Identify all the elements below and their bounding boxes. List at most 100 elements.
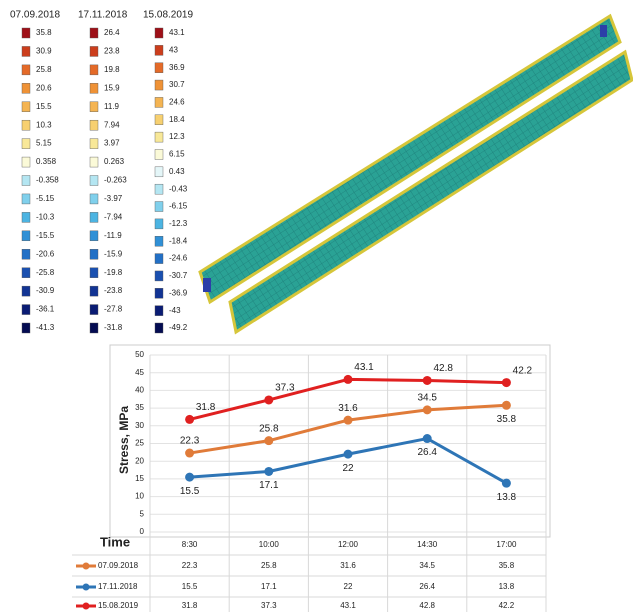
scale-label: 23.8 [104,47,120,56]
y-tick-label: 45 [135,368,144,377]
data-label: 15.5 [180,486,200,497]
table-header: 17:00 [496,540,517,549]
data-point [185,415,194,424]
scale-label: 15.9 [104,83,120,92]
scale-swatch [90,102,98,112]
table-cell: 25.8 [261,561,277,570]
data-point [423,376,432,385]
scale-label: 25.8 [36,65,52,74]
table-cell: 31.6 [340,561,356,570]
scale-swatch [22,28,30,38]
data-point [423,434,432,443]
scale-label: -15.5 [36,231,55,240]
scale-swatch [90,83,98,93]
scale-label: -19.8 [104,268,123,277]
scale-label: 10.3 [36,120,52,129]
data-point [502,479,511,488]
data-point [423,405,432,414]
data-label: 35.8 [497,414,517,425]
y-axis-label: Stress, MPa [117,406,131,474]
x-axis-label: Time [100,534,130,549]
scale-swatch [22,305,30,315]
table-cell: 42.2 [499,601,515,610]
scale-swatch [90,194,98,204]
scale-label: -20.6 [36,249,55,258]
scale-label: -25.8 [36,268,55,277]
table-legend-marker [83,584,90,591]
scale-label: 18.4 [169,115,185,124]
scale-label: 15.5 [36,102,52,111]
scale-swatch [22,139,30,149]
scale-title: 07.09.2018 [10,10,60,21]
beam-end-mark [203,278,211,292]
scale-swatch [22,249,30,259]
y-tick-label: 0 [140,527,145,536]
data-point [185,449,194,458]
scale-swatch [22,157,30,167]
table-legend-name: 17.11.2018 [98,582,138,591]
scale-label: 30.7 [169,80,185,89]
scale-swatch [22,323,30,333]
scale-label: -36.9 [169,288,188,297]
scale-swatch [22,83,30,93]
data-label: 25.8 [259,423,279,434]
data-label: 34.5 [417,393,437,404]
scale-swatch [155,132,163,142]
scale-swatch [22,46,30,56]
data-label: 26.4 [417,447,437,458]
scale-swatch [155,271,163,281]
y-tick-label: 35 [135,403,144,412]
scale-label: -43 [169,306,181,315]
table-header: 12:00 [338,540,359,549]
data-label: 37.3 [275,383,295,394]
data-point [502,378,511,387]
scale-swatch [22,176,30,186]
scale-label: -30.7 [169,271,188,280]
scale-label: 36.9 [169,63,185,72]
scale-label: -12.3 [169,219,188,228]
y-tick-label: 10 [135,492,144,501]
scale-label: 5.15 [36,139,52,148]
scale-label: 24.6 [169,98,185,107]
data-label: 22.3 [180,436,200,447]
scale-label: 30.9 [36,47,52,56]
scale-swatch [155,28,163,38]
table-legend-name: 15.08.2019 [98,601,139,610]
scale-swatch [90,139,98,149]
scale-swatch [22,286,30,296]
table-cell: 34.5 [419,561,435,570]
scale-label: 20.6 [36,83,52,92]
scale-label: -7.94 [104,212,123,221]
scale-label: 3.97 [104,139,120,148]
data-label: 13.8 [497,492,517,503]
scale-label: 43.1 [169,28,185,37]
table-header: 8:30 [182,540,198,549]
beam-end-mark [600,25,607,37]
scale-swatch [155,306,163,316]
data-label: 42.8 [433,363,453,374]
scale-swatch [155,45,163,55]
table-cell: 26.4 [419,582,435,591]
scale-label: 0.263 [104,157,125,166]
beam-model [200,16,632,332]
scale-label: -0.263 [104,176,127,185]
scale-swatch [22,102,30,112]
scale-swatch [90,249,98,259]
figure: Stress, MPa Time 07.09.2018 35.8 30.9 25.8 2… [0,0,633,615]
data-point [502,401,511,410]
data-label: 22 [342,463,354,474]
scale-label: 43 [169,45,178,54]
scale-label: -3.97 [104,194,123,203]
data-label: 31.6 [338,403,358,414]
y-tick-label: 20 [135,456,144,465]
scale-label: -49.2 [169,323,188,332]
scale-label: -10.3 [36,212,55,221]
scale-label: 0.358 [36,157,57,166]
scale-swatch [155,288,163,298]
data-point [264,395,273,404]
scale-label: 0.43 [169,167,185,176]
chart-frame [110,345,550,537]
scale-swatch [155,63,163,73]
scale-swatch [155,149,163,159]
scale-swatch [90,268,98,278]
